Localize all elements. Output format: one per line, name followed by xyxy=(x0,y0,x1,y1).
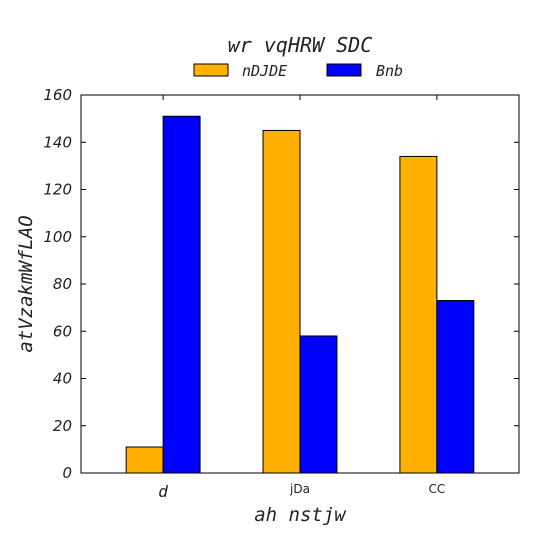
bar-ndjde-jda xyxy=(262,129,301,474)
y-tick-label: 100 xyxy=(43,228,72,246)
bar-bnb-jda xyxy=(299,335,338,474)
y-tick-label: 80 xyxy=(53,275,72,293)
y-tick-label: 20 xyxy=(53,417,72,435)
y-tick-label: 40 xyxy=(53,370,72,388)
bar-ndjde-cc xyxy=(399,155,438,474)
legend: nDJDE Bnb xyxy=(193,62,403,80)
y-tick-label: 140 xyxy=(43,133,72,151)
y-tick-label: 160 xyxy=(43,86,72,104)
bar-ndjde-d xyxy=(125,446,164,474)
x-tick-label-cc: CC xyxy=(428,482,445,496)
chart-title: wr vqHRW SDC xyxy=(228,33,373,57)
legend-label-bnb: Bnb xyxy=(376,62,403,80)
x-axis-label: ah nstjw xyxy=(254,504,347,526)
bar-bnb-cc xyxy=(436,300,475,474)
legend-swatch-ndjde xyxy=(193,63,229,77)
axes-group: 0 20 40 60 80 100 120 140 160 d jDa CC xyxy=(43,86,520,501)
y-tick-label: 60 xyxy=(53,322,72,340)
x-tick-label-d: d xyxy=(158,482,168,501)
x-tick-label-jda: jDa xyxy=(289,482,310,496)
y-axis-label: atVzakmWfLAO xyxy=(15,215,37,352)
bars-group xyxy=(125,115,475,474)
y-tick-label: 0 xyxy=(62,464,72,482)
y-tick-label: 120 xyxy=(43,181,72,199)
legend-label-ndjde: nDJDE xyxy=(242,62,287,80)
legend-swatch-bnb xyxy=(326,63,362,77)
bar-bnb-d xyxy=(162,115,201,474)
